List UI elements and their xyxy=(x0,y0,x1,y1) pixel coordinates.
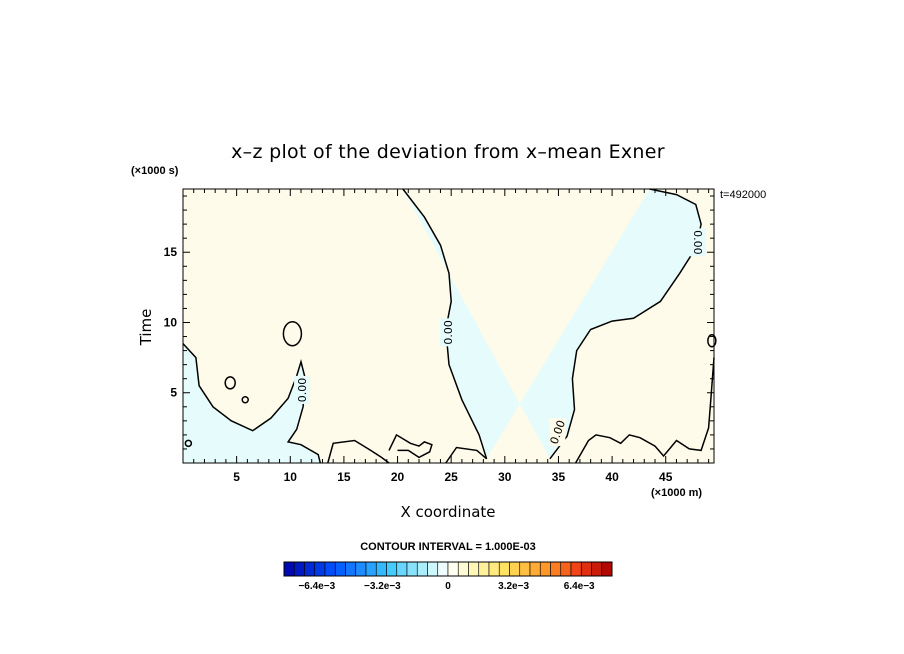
colorbar-swatch xyxy=(488,561,500,577)
colorbar-tick-label: 6.4e−3 xyxy=(564,581,595,592)
colorbar-swatch xyxy=(293,561,305,577)
colorbar-swatch xyxy=(375,561,387,577)
contour-label: 0.00 xyxy=(296,378,309,403)
zero-contour-bottom-noise xyxy=(327,357,715,464)
contour-label-bg xyxy=(689,228,706,257)
colorbar-swatch xyxy=(345,561,357,577)
colorbar-swatch xyxy=(283,561,295,577)
zero-contour-left-region xyxy=(182,343,322,464)
chart-title: x–z plot of the deviation from x–mean Ex… xyxy=(231,141,665,163)
x-tick-label: 35 xyxy=(552,470,566,484)
colorbar-swatch xyxy=(457,561,469,577)
colorbar-swatch xyxy=(509,561,521,577)
colorbar-swatch xyxy=(447,561,459,577)
colorbar-tick-label: −3.2e−3 xyxy=(364,581,401,592)
negative-region-main xyxy=(402,189,702,459)
colorbar-swatch xyxy=(427,561,439,577)
x-tick-label: 20 xyxy=(391,470,405,484)
colorbar-swatch xyxy=(406,561,418,577)
colorbar-swatch xyxy=(365,561,377,577)
x-tick-label: 5 xyxy=(233,470,240,484)
x-tick-label: 25 xyxy=(445,470,459,484)
contour-label: 0.00 xyxy=(691,230,704,255)
x-tick-label: 45 xyxy=(659,470,673,484)
colorbar-swatch xyxy=(591,561,603,577)
contour-label: 0.00 xyxy=(442,320,455,345)
y-tick-label: 15 xyxy=(164,245,178,259)
colorbar-swatch xyxy=(560,561,572,577)
colorbar-tick-label: −6.4e−3 xyxy=(298,581,335,592)
colorbar-swatch xyxy=(570,561,582,577)
colorbar-swatch xyxy=(386,561,398,577)
colorbar-frame xyxy=(283,561,613,577)
x-tick-label: 30 xyxy=(498,470,512,484)
x-axis-unit: (×1000 m) xyxy=(651,487,702,499)
colorbar-swatch xyxy=(324,561,336,577)
zero-contour-blobs xyxy=(184,320,717,448)
x-tick-label: 15 xyxy=(337,470,351,484)
negative-region-left xyxy=(183,343,321,463)
x-tick-label: 40 xyxy=(605,470,619,484)
colorbar-swatch xyxy=(478,561,490,577)
contour-label-bg xyxy=(439,318,456,347)
colorbar-swatch xyxy=(437,561,449,577)
colorbar-swatch xyxy=(498,561,510,577)
colorbar-swatch xyxy=(601,561,613,577)
zero-contour-left-band xyxy=(402,188,488,460)
x-axis-label: X coordinate xyxy=(400,503,495,521)
colorbar-swatch xyxy=(550,561,562,577)
colorbar-tick-label: 0 xyxy=(445,581,451,592)
colorbar-swatch xyxy=(304,561,316,577)
colorbar-swatch xyxy=(539,561,551,577)
colorbar: −6.4e−3 −3.2e−3 0 3.2e−3 6.4e−3 xyxy=(283,561,613,592)
colorbar-swatch xyxy=(334,561,346,577)
colorbar-swatch xyxy=(529,561,541,577)
y-tick-label: 10 xyxy=(164,315,178,329)
contour-label-bg xyxy=(549,418,566,447)
contour-label-bg xyxy=(294,375,311,404)
colorbar-swatch xyxy=(468,561,480,577)
time-stamp: t=492000 xyxy=(720,189,766,201)
colorbar-tick-label: 3.2e−3 xyxy=(498,581,529,592)
colorbar-swatch xyxy=(580,561,592,577)
zero-contour-right-band xyxy=(549,188,702,460)
colorbar-swatch xyxy=(519,561,531,577)
colorbar-swatch xyxy=(355,561,367,577)
x-tick-label: 10 xyxy=(284,470,298,484)
colorbar-swatch xyxy=(416,561,428,577)
y-tick-label: 5 xyxy=(170,386,177,400)
colorbar-swatch xyxy=(314,561,326,577)
y-axis-label: Time xyxy=(137,309,155,347)
colorbar-swatch xyxy=(396,561,408,577)
y-axis-unit: (×1000 s) xyxy=(131,165,179,177)
plot-frame xyxy=(182,188,715,464)
contour-interval-label: CONTOUR INTERVAL = 1.000E-03 xyxy=(360,541,536,553)
